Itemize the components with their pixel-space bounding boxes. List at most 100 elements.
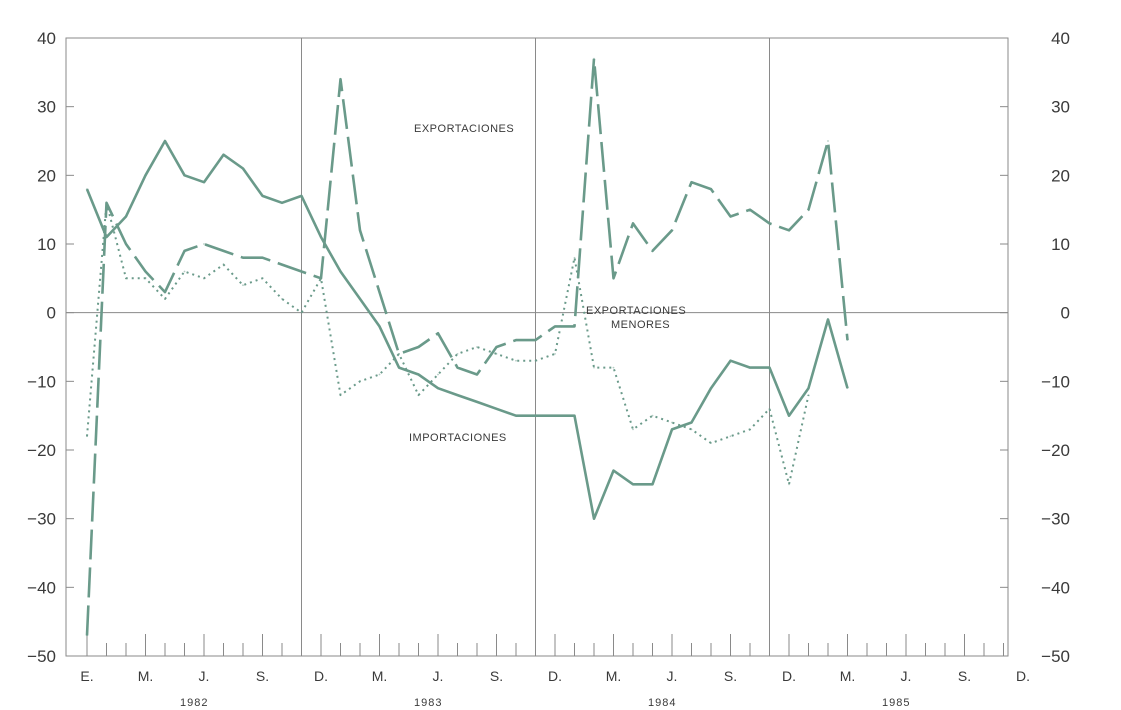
point-exportaciones-menores [203,277,205,280]
point-importaciones [612,469,615,472]
point-importaciones [846,387,849,390]
ytick-label-right: 40 [1051,29,1070,48]
point-importaciones [651,483,654,486]
point-exportaciones-menores [476,346,478,348]
point-exportaciones [183,249,186,252]
point-exportaciones [437,332,439,335]
point-exportaciones-menores [690,428,693,431]
point-exportaciones [456,366,459,369]
point-exportaciones-menores [495,352,498,355]
xtick-label: S. [256,668,269,684]
point-importaciones [456,394,459,396]
year-label-1982: 1982 [180,697,208,709]
point-importaciones [788,414,790,417]
point-exportaciones [515,339,517,342]
ytick-label-left: −10 [27,372,56,391]
point-exportaciones [125,243,127,245]
point-importaciones [300,195,303,197]
point-importaciones [125,215,127,218]
point-exportaciones-menores [788,483,790,486]
point-exportaciones [671,229,673,232]
point-exportaciones [612,277,615,280]
point-importaciones [378,325,381,328]
xtick-label: S. [724,668,737,684]
point-exportaciones [281,263,283,266]
point-importaciones [690,421,693,424]
point-exportaciones-menores [183,270,186,273]
point-exportaciones-menores [729,435,732,438]
point-importaciones [183,174,186,177]
point-exportaciones-menores [671,421,673,424]
point-importaciones [768,366,771,369]
point-importaciones [261,195,264,197]
xtick-label: E. [80,668,93,684]
series-line-importaciones [85,139,849,521]
ytick-label-right: 0 [1061,304,1070,323]
point-importaciones [573,414,576,417]
xtick-label: D. [1016,668,1030,684]
year-label-1985: 1985 [882,697,910,709]
point-exportaciones-menores [534,359,537,362]
ytick-label-right: −20 [1041,441,1070,460]
point-exportaciones [573,325,576,328]
ytick-label-right: 20 [1051,166,1070,185]
year-label-1984: 1984 [648,697,676,709]
point-exportaciones-menores [573,256,576,259]
point-importaciones [242,167,244,170]
point-exportaciones [768,222,771,225]
point-importaciones [534,414,537,417]
ytick-label-right: −40 [1041,578,1070,597]
point-exportaciones [593,57,595,60]
point-exportaciones [417,346,420,348]
ytick-label-left: −20 [27,441,56,460]
point-importaciones [339,270,342,273]
point-exportaciones-menores [105,201,108,204]
point-exportaciones-menores [86,435,88,438]
point-exportaciones-menores [456,352,459,355]
point-exportaciones-menores [144,277,147,280]
point-importaciones [593,517,595,520]
point-importaciones [320,236,322,239]
point-exportaciones-menores [125,277,127,280]
point-importaciones [807,387,810,390]
grid-layer [65,37,1009,657]
annotation-exportaciones: EXPORTACIONES [414,123,514,135]
point-importaciones [749,366,751,369]
xtick-label: M. [840,668,856,684]
point-exportaciones-menores [554,352,556,355]
point-exportaciones [203,243,205,245]
point-exportaciones [846,339,849,342]
point-exportaciones-menores [359,380,361,383]
point-importaciones [398,366,400,369]
point-exportaciones-menores [261,277,264,280]
xtick-label: J. [199,668,210,684]
point-importaciones [515,414,517,417]
point-exportaciones [86,634,88,637]
plot-frame [65,37,1009,657]
point-exportaciones-menores [593,366,595,369]
ytick-label-right: −50 [1041,647,1070,666]
ytick-label-left: 10 [37,235,56,254]
point-exportaciones-menores [807,394,810,396]
point-exportaciones-menores [398,352,400,355]
point-exportaciones [749,208,751,211]
point-importaciones [281,201,283,204]
point-exportaciones-menores [339,394,342,396]
point-exportaciones-menores [651,414,654,417]
point-exportaciones-menores [242,284,244,287]
point-exportaciones-menores [281,298,283,300]
xtick-label: S. [958,668,971,684]
xtick-label: M. [138,668,154,684]
series-layer [85,57,849,637]
point-exportaciones [476,373,478,376]
xtick-label: D. [782,668,796,684]
point-exportaciones [788,229,790,232]
annotation-importaciones: IMPORTACIONES [409,432,507,444]
point-exportaciones [710,188,712,190]
point-exportaciones [359,229,361,232]
point-importaciones [729,359,732,362]
xtick-label: D. [314,668,328,684]
point-importaciones [476,401,478,403]
point-importaciones [671,428,673,431]
point-exportaciones [554,325,556,328]
